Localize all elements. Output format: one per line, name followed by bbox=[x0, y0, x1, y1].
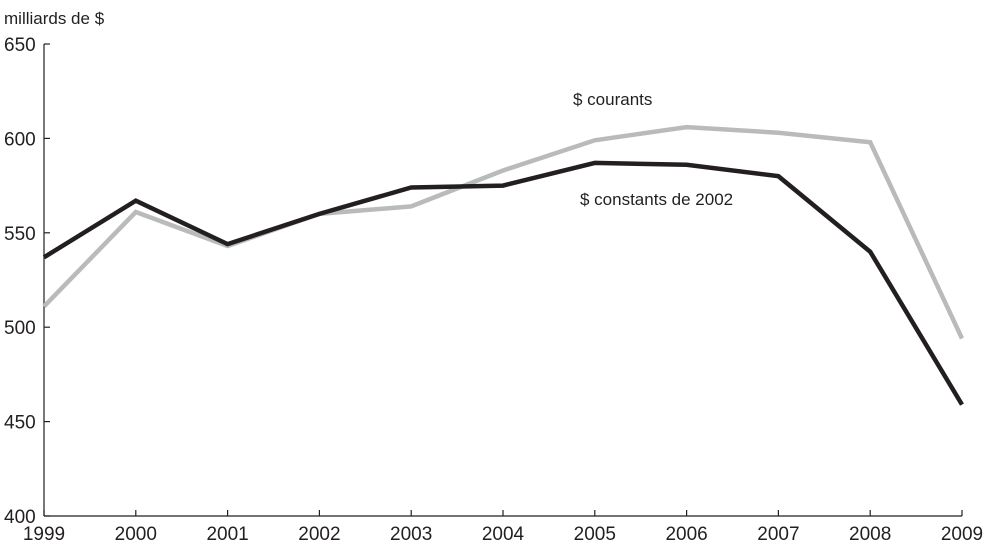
y-axis-title: milliards de $ bbox=[4, 9, 105, 28]
series-label-constants: $ constants de 2002 bbox=[580, 190, 733, 209]
x-tick-label: 2005 bbox=[574, 524, 616, 543]
series-line-0 bbox=[42, 124, 965, 340]
x-tick-label: 2004 bbox=[482, 524, 525, 543]
series-lines bbox=[42, 124, 965, 406]
y-tick-label: 500 bbox=[4, 318, 36, 339]
y-tick-label: 600 bbox=[4, 129, 36, 150]
x-tick-label: 2002 bbox=[298, 524, 340, 543]
x-tick-label: 2006 bbox=[665, 524, 707, 543]
y-axis-ticks: 400 450 500 550 600 650 bbox=[4, 35, 50, 528]
x-tick-label: 2000 bbox=[115, 524, 157, 543]
y-tick-label: 400 bbox=[4, 507, 36, 528]
x-tick-label: 2003 bbox=[390, 524, 432, 543]
x-tick-label: 2009 bbox=[941, 524, 983, 543]
x-tick-label: 1999 bbox=[23, 524, 65, 543]
axes bbox=[43, 44, 962, 517]
x-tick-label: 2007 bbox=[757, 524, 799, 543]
series-label-courants: $ courants bbox=[573, 90, 652, 109]
series-line-1 bbox=[42, 160, 964, 406]
x-tick-label: 2008 bbox=[849, 524, 891, 543]
y-tick-label: 450 bbox=[4, 413, 36, 434]
y-tick-label: 650 bbox=[4, 35, 36, 56]
x-tick-label: 2001 bbox=[206, 524, 248, 543]
y-tick-label: 550 bbox=[4, 224, 36, 245]
x-axis-ticks: 1999 2000 2001 2002 2003 2004 2005 2006 2007 2008… bbox=[23, 510, 983, 543]
